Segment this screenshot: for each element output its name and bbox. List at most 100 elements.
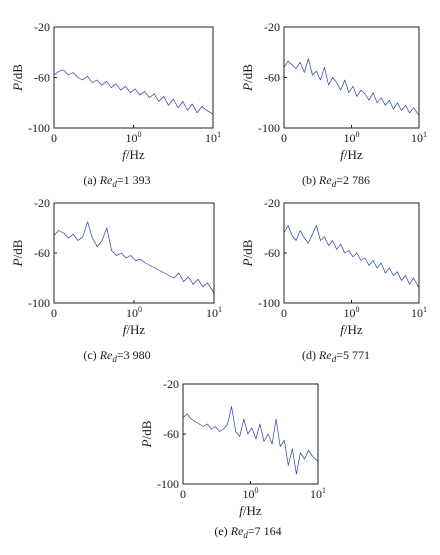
plot-frame: [182, 383, 319, 485]
x-tick-base: 10: [205, 131, 217, 145]
x-tick-base: 10: [126, 306, 138, 320]
caption-variable: Re: [99, 173, 113, 187]
y-tick-label: -60: [264, 246, 280, 260]
x-tick-label: 100: [243, 486, 259, 501]
x-tick-exponent: 1: [217, 130, 221, 139]
y-tick-label: -100: [258, 296, 280, 310]
y-axis-variable: P: [10, 83, 25, 92]
x-tick-exponent: 0: [356, 305, 360, 314]
caption-variable: Re: [318, 348, 332, 362]
y-tick-label: -100: [157, 477, 179, 491]
y-axis-unit: /dB: [10, 64, 25, 83]
y-tick-label: -100: [258, 121, 280, 135]
plot-frame: [53, 202, 215, 304]
x-axis-variable: f: [340, 322, 346, 337]
x-axis-unit: /Hz: [126, 322, 145, 337]
plot-frame: [283, 202, 420, 304]
x-tick-label: 0: [180, 487, 186, 501]
caption-prefix: (e): [214, 524, 230, 538]
x-axis-unit: /Hz: [344, 322, 363, 337]
y-tick-label: -60: [264, 71, 280, 85]
caption-subscript: d: [243, 530, 248, 540]
x-tick-base: 10: [411, 131, 423, 145]
y-tick-label: -100: [28, 121, 50, 135]
psd-series-line: [182, 406, 319, 475]
x-tick-base: 10: [310, 487, 322, 501]
y-axis-unit: /dB: [139, 420, 154, 439]
y-tick-label: -100: [28, 296, 50, 310]
x-tick-exponent: 0: [138, 305, 142, 314]
x-tick-label: 0: [51, 306, 57, 320]
y-tick-label: -20: [34, 196, 50, 210]
y-tick-label: -20: [264, 20, 280, 34]
caption-variable: Re: [99, 348, 113, 362]
y-tick-label: -60: [34, 246, 50, 260]
caption-subscript: d: [112, 354, 117, 364]
plot-frame: [283, 26, 420, 129]
y-axis-label: P/dB: [240, 64, 255, 92]
y-axis-unit: /dB: [240, 64, 255, 83]
x-tick-exponent: 0: [138, 130, 142, 139]
x-tick-label: 101: [205, 130, 221, 145]
x-tick-label: 101: [411, 305, 427, 320]
x-tick-label: 0: [281, 131, 287, 145]
caption-value: =5 771: [336, 348, 370, 362]
panel-caption: (a) Red=1 393: [83, 173, 150, 189]
x-tick-exponent: 1: [423, 305, 427, 314]
panel-caption: (d) Red=5 771: [302, 348, 370, 364]
x-tick-label: 101: [310, 486, 326, 501]
y-tick-label: -20: [34, 20, 50, 34]
y-axis-variable: P: [240, 258, 255, 267]
y-axis-variable: P: [240, 83, 255, 92]
x-axis-variable: f: [239, 503, 245, 518]
x-tick-label: 101: [411, 130, 427, 145]
y-axis-label: P/dB: [139, 420, 154, 448]
x-tick-label: 0: [281, 306, 287, 320]
psd-series-line: [53, 69, 214, 115]
caption-subscript: d: [332, 354, 337, 364]
y-axis-label: P/dB: [10, 239, 25, 267]
x-tick-label: 100: [344, 305, 360, 320]
x-axis-unit: /Hz: [344, 147, 363, 162]
x-axis-label: f/Hz: [239, 503, 262, 518]
panel-caption: (b) Red=2 786: [302, 173, 370, 189]
x-tick-base: 10: [243, 487, 255, 501]
panel-caption: (e) Red=7 164: [214, 524, 281, 540]
y-axis-label: P/dB: [240, 239, 255, 267]
x-tick-base: 10: [344, 306, 356, 320]
caption-value: =3 980: [117, 348, 151, 362]
caption-prefix: (d): [302, 348, 319, 362]
x-tick-exponent: 0: [356, 130, 360, 139]
caption-subscript: d: [332, 179, 337, 189]
x-tick-exponent: 0: [255, 486, 259, 495]
caption-variable: Re: [230, 524, 244, 538]
x-axis-unit: /Hz: [243, 503, 262, 518]
x-tick-base: 10: [126, 131, 138, 145]
caption-variable: Re: [318, 173, 332, 187]
x-tick-label: 100: [344, 130, 360, 145]
y-tick-label: -20: [163, 377, 179, 391]
caption-prefix: (c): [83, 348, 99, 362]
x-axis-label: f/Hz: [340, 322, 363, 337]
y-tick-label: -20: [264, 196, 280, 210]
panel-caption: (c) Red=3 980: [83, 348, 150, 364]
y-tick-label: -60: [34, 71, 50, 85]
y-tick-label: -60: [163, 427, 179, 441]
x-axis-label: f/Hz: [122, 147, 145, 162]
y-axis-label: P/dB: [10, 64, 25, 92]
x-tick-exponent: 1: [322, 486, 326, 495]
x-tick-base: 10: [344, 131, 356, 145]
x-tick-label: 0: [51, 131, 57, 145]
psd-series-line: [283, 58, 420, 116]
x-tick-base: 10: [411, 306, 423, 320]
x-tick-base: 10: [206, 306, 218, 320]
y-axis-unit: /dB: [10, 239, 25, 258]
caption-value: =7 164: [248, 524, 282, 538]
psd-series-line: [283, 225, 420, 289]
x-axis-label: f/Hz: [123, 322, 146, 337]
